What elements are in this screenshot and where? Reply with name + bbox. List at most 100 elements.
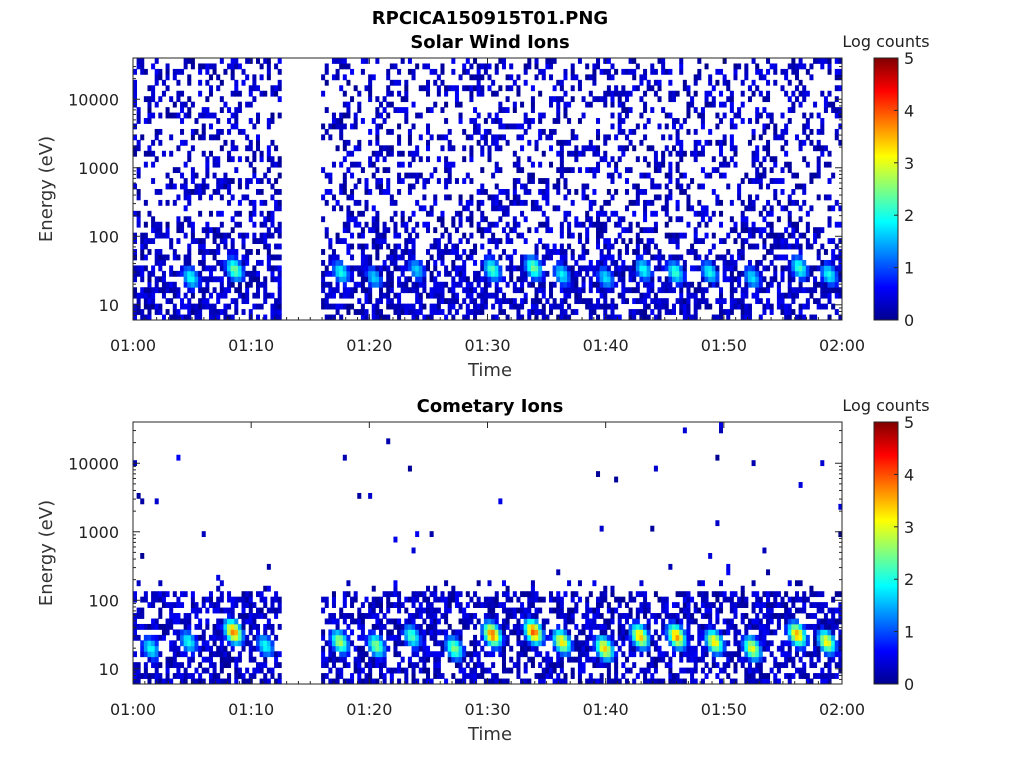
heatmap-cell: [393, 107, 398, 113]
heatmap-cell: [758, 161, 763, 168]
heatmap-cell: [219, 634, 224, 641]
heatmap-cell: [494, 243, 499, 250]
heatmap-cell: [567, 303, 572, 310]
heatmap-cell: [360, 270, 365, 277]
heatmap-cell: [183, 667, 188, 674]
heatmap-cell: [700, 238, 705, 244]
heatmap-cell: [675, 281, 680, 288]
heatmap-cell: [371, 161, 376, 168]
heatmap-cell: [534, 58, 539, 64]
heatmap-cell: [411, 265, 416, 272]
heatmap-cell: [834, 199, 839, 206]
heatmap-cell: [487, 259, 492, 266]
heatmap-cell: [791, 107, 796, 113]
heatmap-cell: [433, 68, 438, 75]
heatmap-cell: [360, 314, 365, 321]
heatmap-cell: [552, 640, 557, 647]
heatmap-cell: [436, 90, 441, 97]
heatmap-cell: [541, 303, 546, 310]
heatmap-cell: [263, 656, 268, 663]
heatmap-cell: [538, 178, 543, 184]
heatmap-cell: [545, 254, 550, 261]
heatmap-cell: [444, 249, 449, 255]
heatmap-cell: [700, 265, 705, 272]
heatmap-cell: [172, 613, 177, 619]
heatmap-cell: [422, 281, 427, 288]
heatmap-cell: [172, 309, 177, 315]
heatmap-cell: [147, 281, 152, 288]
heatmap-cell: [444, 134, 449, 141]
heatmap-cell: [588, 629, 593, 636]
heatmap-cell: [331, 249, 336, 255]
heatmap-cell: [371, 613, 376, 619]
heatmap-cell: [397, 107, 402, 113]
heatmap-cell: [614, 161, 619, 168]
heatmap-cell: [216, 156, 221, 163]
heatmap-cell: [172, 112, 177, 119]
heatmap-cell: [389, 281, 394, 288]
heatmap-cell: [360, 678, 365, 685]
heatmap-cell: [440, 68, 445, 75]
heatmap-cell: [255, 303, 261, 310]
heatmap-cell: [375, 227, 380, 234]
heatmap-cell: [588, 309, 593, 315]
heatmap-cell: [816, 161, 821, 168]
heatmap-cell: [787, 265, 792, 272]
heatmap-cell: [248, 145, 253, 152]
heatmap-cell: [592, 221, 597, 228]
heatmap-cell: [838, 221, 843, 228]
heatmap-cell: [277, 270, 282, 277]
heatmap-cell: [393, 249, 398, 255]
heatmap-cell: [610, 74, 615, 81]
heatmap-cell: [617, 270, 622, 277]
heatmap-cell: [596, 602, 601, 608]
heatmap-cell: [650, 85, 655, 92]
heatmap-cell: [538, 276, 543, 283]
heatmap-cell: [581, 150, 586, 157]
heatmap-cell: [270, 85, 275, 92]
heatmap-cell: [516, 662, 521, 669]
heatmap-cell: [234, 287, 239, 294]
heatmap-cell: [729, 216, 734, 223]
heatmap-cell: [527, 618, 532, 625]
heatmap-cell: [368, 607, 373, 614]
heatmap-cell: [245, 678, 250, 685]
heatmap-cell: [151, 270, 156, 277]
heatmap-cell: [227, 287, 232, 294]
heatmap-cell: [813, 287, 818, 294]
heatmap-cell: [596, 651, 601, 658]
heatmap-cell: [151, 287, 156, 294]
heatmap-cell: [758, 298, 763, 305]
heatmap-cell: [440, 259, 445, 266]
heatmap-cell: [603, 227, 608, 234]
heatmap-cell: [447, 634, 452, 641]
heatmap-cell: [462, 156, 467, 163]
heatmap-cell: [259, 607, 264, 614]
heatmap-cell: [194, 172, 199, 179]
heatmap-cell: [784, 265, 789, 272]
heatmap-cell: [415, 531, 420, 538]
heatmap-cell: [255, 85, 261, 92]
heatmap-cell: [538, 287, 543, 294]
heatmap-cell: [230, 74, 235, 81]
heatmap-cell: [690, 101, 695, 108]
heatmap-cell: [491, 623, 496, 630]
heatmap-cell: [491, 602, 496, 608]
heatmap-cell: [643, 227, 648, 234]
heatmap-cell: [400, 150, 405, 157]
heatmap-cell: [454, 96, 459, 103]
heatmap-cell: [397, 161, 402, 168]
heatmap-cell: [172, 673, 177, 679]
heatmap-cell: [653, 156, 658, 163]
heatmap-cell: [136, 221, 141, 228]
heatmap-cell: [165, 107, 170, 113]
heatmap-cell: [592, 79, 597, 86]
heatmap-cell: [624, 189, 629, 195]
heatmap-cell: [476, 63, 481, 70]
heatmap-cell: [603, 629, 608, 636]
heatmap-cell: [270, 270, 275, 277]
heatmap-cell: [491, 292, 496, 299]
heatmap-cell: [491, 259, 496, 266]
heatmap-cell: [331, 656, 336, 663]
heatmap-cell: [650, 298, 655, 305]
